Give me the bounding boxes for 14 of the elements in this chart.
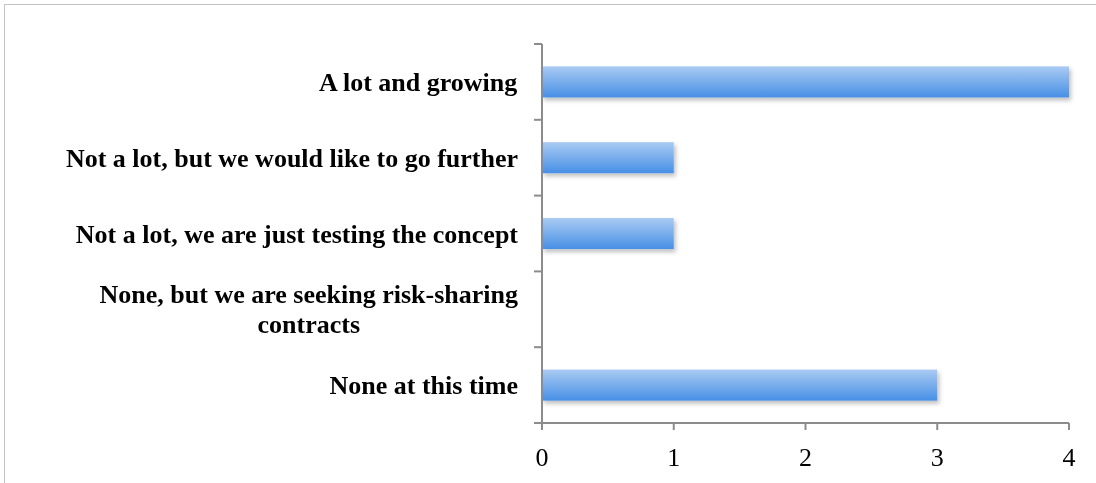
x-tick-label: 2 <box>799 443 812 472</box>
y-tick-label: A lot and growing <box>319 67 518 97</box>
bar <box>542 369 938 401</box>
bar <box>542 142 674 174</box>
y-tick-label: None at this time <box>329 370 518 400</box>
y-tick-label: None, but we are seeking risk-sharing contracts <box>99 279 519 339</box>
x-tick-label: 3 <box>930 443 944 472</box>
bar <box>542 217 674 250</box>
x-tick-label: 1 <box>667 443 681 472</box>
y-tick-label: Not a lot, we are just testing the concept <box>75 219 519 248</box>
x-tick-label: 0 <box>535 443 549 472</box>
x-tick-label: 4 <box>1062 443 1076 472</box>
bar <box>542 66 1069 98</box>
y-tick-label: Not a lot, but we would like to go further <box>65 143 518 173</box>
